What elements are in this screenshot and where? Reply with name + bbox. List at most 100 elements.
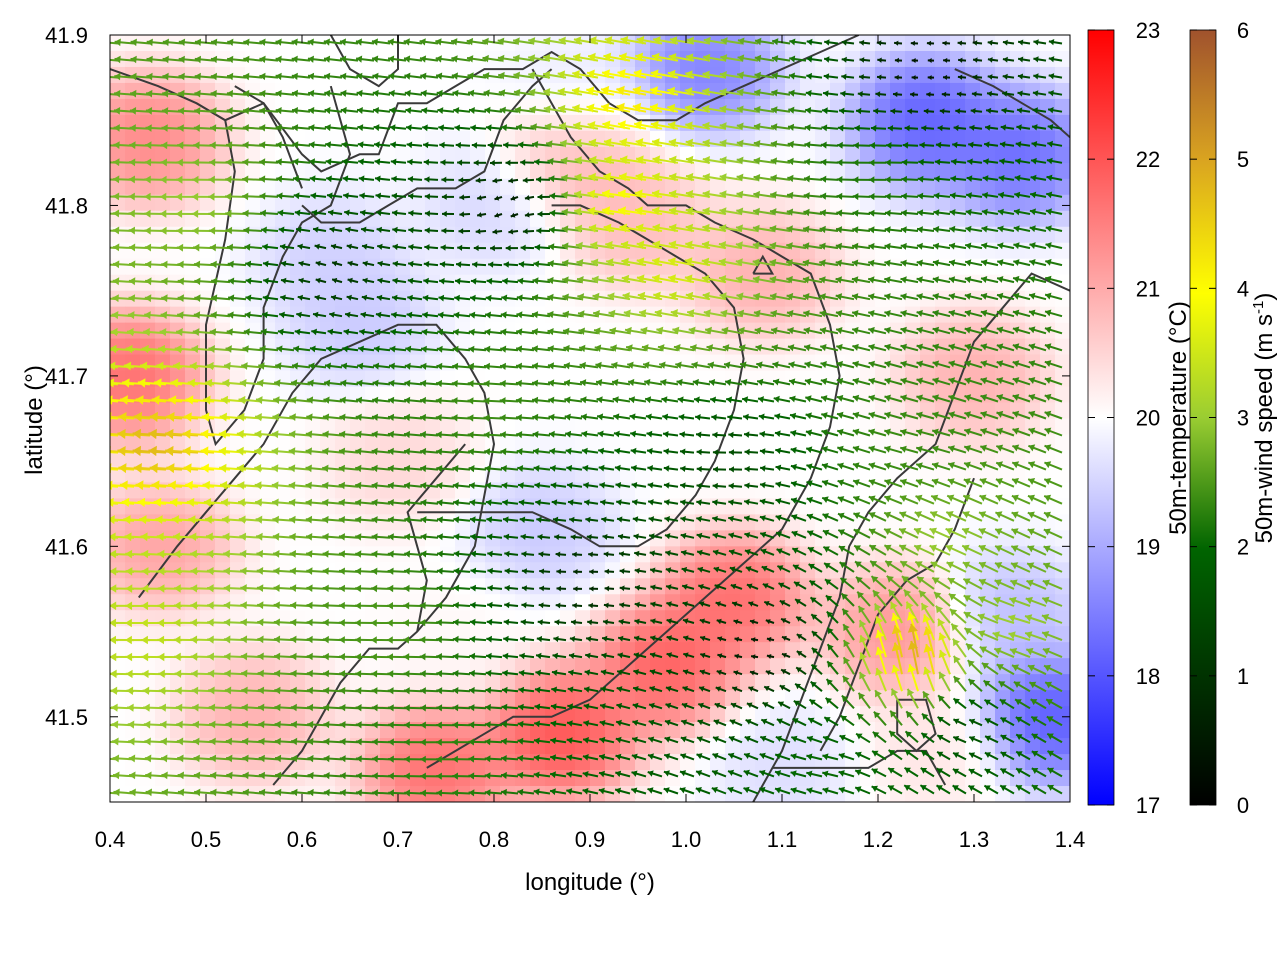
heatmap-cell bbox=[785, 162, 801, 180]
heatmap-cell bbox=[485, 35, 501, 52]
heatmap-cell bbox=[905, 82, 921, 100]
heatmap-cell bbox=[440, 354, 456, 372]
heatmap-cell bbox=[365, 738, 381, 755]
heatmap-cell bbox=[125, 578, 141, 595]
heatmap-cell bbox=[935, 178, 951, 196]
heatmap-cell bbox=[995, 35, 1011, 52]
heatmap-cell bbox=[425, 258, 441, 276]
heatmap-cell bbox=[860, 130, 876, 148]
heatmap-cell bbox=[965, 210, 981, 228]
heatmap-cell bbox=[440, 162, 456, 180]
heatmap-cell bbox=[875, 114, 891, 132]
heatmap-cell bbox=[980, 50, 996, 68]
heatmap-cell bbox=[215, 66, 231, 84]
heatmap-cell bbox=[605, 354, 621, 372]
heatmap-cell bbox=[170, 242, 186, 260]
heatmap-cell bbox=[485, 530, 501, 547]
heatmap-cell bbox=[950, 146, 966, 164]
heatmap-cell bbox=[665, 370, 681, 388]
heatmap-cell bbox=[740, 722, 756, 739]
heatmap-cell bbox=[350, 674, 366, 691]
heatmap-cell bbox=[290, 674, 306, 691]
heatmap-cell bbox=[245, 514, 261, 531]
heatmap-cell bbox=[470, 98, 486, 116]
heatmap-cell bbox=[695, 194, 711, 212]
heatmap-cell bbox=[200, 66, 216, 84]
heatmap-cell bbox=[770, 178, 786, 196]
heatmap-cell bbox=[545, 786, 561, 802]
heatmap-cell bbox=[815, 66, 831, 84]
heatmap-cell bbox=[995, 98, 1011, 116]
heatmap-cell bbox=[500, 434, 516, 452]
heatmap-cell bbox=[500, 130, 516, 148]
heatmap-cell bbox=[770, 98, 786, 116]
heatmap-cell bbox=[680, 194, 696, 212]
heatmap-cell bbox=[545, 690, 561, 707]
heatmap-cell bbox=[785, 210, 801, 228]
heatmap-cell bbox=[530, 690, 546, 707]
heatmap-cell bbox=[935, 210, 951, 228]
heatmap-cell bbox=[1055, 162, 1070, 180]
heatmap-cell bbox=[560, 690, 576, 707]
heatmap-cell bbox=[665, 210, 681, 228]
heatmap-cell bbox=[500, 210, 516, 228]
heatmap-cell bbox=[575, 594, 591, 611]
heatmap-cell bbox=[1055, 418, 1070, 436]
heatmap-cell bbox=[395, 210, 411, 228]
heatmap-cell bbox=[110, 338, 126, 356]
heatmap-cell bbox=[1055, 258, 1070, 276]
heatmap-cell bbox=[230, 674, 246, 691]
heatmap-cell bbox=[770, 610, 786, 627]
heatmap-cell bbox=[500, 338, 516, 356]
heatmap-cell bbox=[740, 370, 756, 388]
heatmap-cell bbox=[245, 146, 261, 164]
heatmap-cell bbox=[290, 66, 306, 84]
heatmap-cell bbox=[845, 258, 861, 276]
heatmap-cell bbox=[275, 82, 291, 100]
heatmap-cell bbox=[515, 354, 531, 372]
heatmap-cell bbox=[710, 482, 726, 499]
heatmap-cell bbox=[515, 98, 531, 116]
heatmap-cell bbox=[125, 258, 141, 276]
heatmap-cell bbox=[575, 610, 591, 627]
heatmap-cell bbox=[725, 162, 741, 180]
heatmap-cell bbox=[200, 178, 216, 196]
heatmap-cell bbox=[815, 178, 831, 196]
heatmap-cell bbox=[440, 66, 456, 84]
heatmap-cell bbox=[815, 35, 831, 52]
heatmap-cell bbox=[845, 82, 861, 100]
heatmap-cell bbox=[920, 50, 936, 68]
heatmap-cell bbox=[350, 594, 366, 611]
heatmap-cell bbox=[950, 754, 966, 771]
heatmap-cell bbox=[365, 610, 381, 627]
heatmap-cell bbox=[815, 98, 831, 116]
heatmap-cell bbox=[320, 130, 336, 148]
heatmap-cell bbox=[1055, 546, 1070, 563]
heatmap-cell bbox=[770, 274, 786, 292]
heatmap-cell bbox=[365, 434, 381, 452]
heatmap-cell bbox=[800, 98, 816, 116]
heatmap-cell bbox=[710, 418, 726, 436]
heatmap-cell bbox=[365, 690, 381, 707]
heatmap-cell bbox=[200, 242, 216, 260]
heatmap-cell bbox=[275, 674, 291, 691]
heatmap-cell bbox=[470, 242, 486, 260]
heatmap-cell bbox=[425, 66, 441, 84]
heatmap-cell bbox=[890, 66, 906, 84]
heatmap-cell bbox=[530, 178, 546, 196]
heatmap-cell bbox=[350, 770, 366, 787]
heatmap-cell bbox=[740, 210, 756, 228]
heatmap-cell bbox=[770, 434, 786, 452]
heatmap-cell bbox=[395, 162, 411, 180]
heatmap-cell bbox=[380, 50, 396, 68]
heatmap-cell bbox=[1055, 530, 1070, 547]
heatmap-cell bbox=[140, 146, 156, 164]
heatmap-cell bbox=[905, 130, 921, 148]
heatmap-cell bbox=[275, 338, 291, 356]
heatmap-cell bbox=[890, 770, 906, 787]
heatmap-cell bbox=[245, 194, 261, 212]
heatmap-cell bbox=[230, 338, 246, 356]
heatmap-cell bbox=[410, 66, 426, 84]
heatmap-cell bbox=[530, 530, 546, 547]
heatmap-cell bbox=[320, 146, 336, 164]
